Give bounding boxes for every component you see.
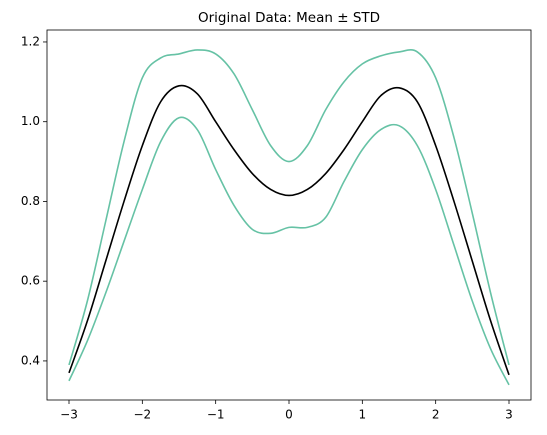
series-line	[68, 84, 510, 376]
x-tick-label: 1	[359, 408, 367, 422]
x-tick-label: 0	[285, 408, 293, 422]
y-tick-label: 0.4	[21, 353, 40, 367]
series-line	[68, 49, 510, 366]
y-tick-label: 1.2	[21, 34, 40, 48]
series-line	[68, 116, 510, 386]
y-tick-label: 0.6	[21, 274, 40, 288]
x-tick-label: 2	[432, 408, 440, 422]
x-tick-label: −2	[133, 408, 151, 422]
x-tick-label: −3	[60, 408, 78, 422]
y-tick-label: 1.0	[21, 114, 40, 128]
x-tick-label: −1	[207, 408, 225, 422]
chart-title: Original Data: Mean ± STD	[198, 10, 380, 26]
x-tick-label: 3	[505, 408, 513, 422]
y-tick-label: 0.8	[21, 194, 40, 208]
plot-frame	[46, 29, 532, 401]
